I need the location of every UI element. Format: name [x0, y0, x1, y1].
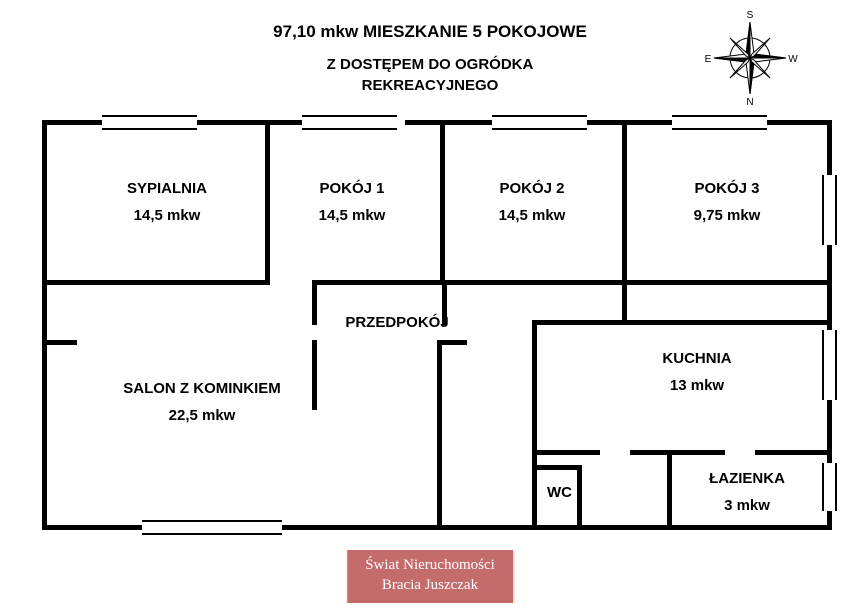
room-name: POKÓJ 1	[292, 178, 412, 201]
floor-plan: SYPIALNIA 14,5 mkw POKÓJ 1 14,5 mkw POKÓJ 2 1…	[42, 120, 832, 530]
room-name: SYPIALNIA	[92, 178, 242, 201]
room-label: KUCHNIA 13 mkw	[622, 348, 772, 397]
room-name: SALON Z KOMINKIEM	[102, 378, 302, 401]
room-label: SALON Z KOMINKIEM 22,5 mkw	[102, 378, 302, 427]
room-area: 9,75 mkw	[662, 205, 792, 228]
svg-text:W: W	[788, 54, 798, 65]
wall	[437, 340, 442, 530]
svg-text:E: E	[705, 54, 712, 65]
room-name: ŁAZIENKA	[682, 468, 812, 491]
room-area: 14,5 mkw	[92, 205, 242, 228]
wall	[532, 320, 832, 325]
svg-text:S: S	[747, 10, 754, 21]
room-label: ŁAZIENKA 3 mkw	[682, 468, 812, 517]
room-label: POKÓJ 2 14,5 mkw	[472, 178, 592, 227]
watermark-line-1: Świat Nieruchomości	[365, 556, 495, 576]
wall	[265, 120, 270, 285]
wall	[440, 120, 445, 285]
wall	[622, 120, 627, 325]
room-name: POKÓJ 3	[662, 178, 792, 201]
wall	[312, 280, 832, 285]
wall	[667, 450, 672, 530]
room-label: POKÓJ 1 14,5 mkw	[292, 178, 412, 227]
room-area: 14,5 mkw	[472, 205, 592, 228]
compass-rose: S N E W	[700, 8, 800, 108]
room-name: POKÓJ 2	[472, 178, 592, 201]
svg-text:N: N	[746, 97, 753, 108]
wall	[312, 340, 317, 410]
wall	[532, 465, 582, 470]
room-area: 13 mkw	[622, 375, 772, 398]
watermark-badge: Świat Nieruchomości Bracia Juszczak	[346, 549, 514, 604]
room-name: WC	[537, 482, 582, 505]
room-name: KUCHNIA	[622, 348, 772, 371]
room-area: 14,5 mkw	[292, 205, 412, 228]
room-area: 3 mkw	[682, 495, 812, 518]
wall	[437, 340, 467, 345]
wall	[42, 340, 77, 345]
wall	[42, 120, 47, 530]
watermark-line-2: Bracia Juszczak	[365, 576, 495, 596]
room-area: 22,5 mkw	[102, 405, 302, 428]
room-label: PRZEDPOKÓJ	[322, 312, 472, 335]
wall	[42, 280, 267, 285]
room-label: WC	[537, 482, 582, 505]
wall	[532, 450, 832, 455]
room-label: SYPIALNIA 14,5 mkw	[92, 178, 242, 227]
room-label: POKÓJ 3 9,75 mkw	[662, 178, 792, 227]
wall	[312, 280, 317, 325]
room-name: PRZEDPOKÓJ	[322, 312, 472, 335]
